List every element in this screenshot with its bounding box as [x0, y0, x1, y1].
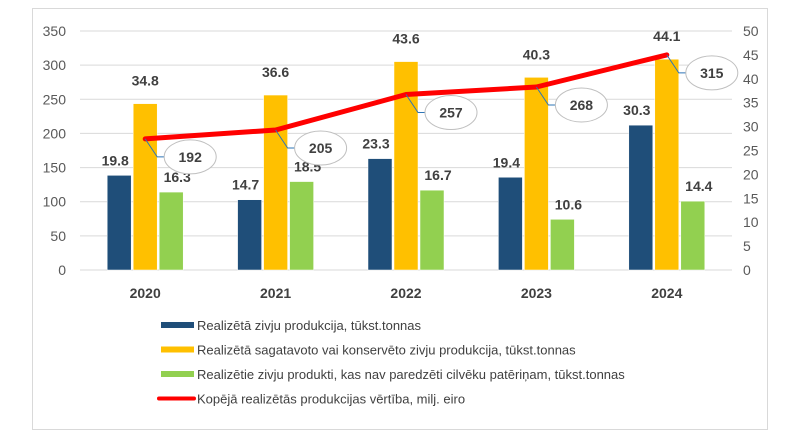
data-callout [163, 139, 217, 175]
bar [289, 181, 314, 271]
data-label: 44.1 [653, 28, 680, 44]
legend-swatch [161, 371, 194, 377]
data-label: 19.4 [493, 154, 520, 170]
bar [628, 124, 654, 271]
leader-line [405, 94, 425, 114]
right-axis-tick: 25 [743, 143, 759, 159]
right-axis-tick: 40 [743, 71, 759, 87]
right-axis-tick: 50 [743, 23, 759, 39]
bar [419, 189, 445, 271]
data-callout [294, 130, 348, 166]
line-data-label: 205 [309, 140, 333, 156]
bar [132, 103, 158, 271]
right-axis-tick: 45 [743, 47, 759, 63]
leader-line [535, 86, 556, 106]
data-label: 34.8 [132, 73, 159, 89]
data-callout [554, 87, 608, 123]
category-label: 2022 [390, 285, 421, 301]
legend-swatch [161, 346, 194, 353]
bar [367, 158, 393, 271]
category-label: 2020 [130, 285, 161, 301]
category-label: 2021 [260, 285, 291, 301]
data-callout [685, 55, 739, 91]
bar [680, 200, 706, 271]
bar [550, 219, 575, 271]
bar [524, 77, 549, 271]
leader-line [144, 138, 165, 158]
data-label: 43.6 [392, 31, 419, 47]
right-axis-tick: 10 [743, 214, 759, 230]
legend-entry: Realizētā zivju produkcija, tūkst.tonnas [197, 318, 422, 333]
left-axis-tick: 100 [43, 194, 67, 210]
right-axis-tick: 20 [743, 166, 759, 182]
leader-line [666, 54, 686, 74]
legend-swatch [161, 322, 194, 328]
left-axis-tick: 50 [50, 228, 66, 244]
right-axis-tick: 30 [743, 119, 759, 135]
data-label: 10.6 [555, 196, 582, 212]
left-axis-tick: 150 [43, 160, 67, 176]
left-axis-tick: 250 [43, 91, 67, 107]
line-data-label: 257 [439, 105, 463, 121]
right-axis-tick: 15 [743, 190, 759, 206]
legend-entry: Realizētā sagatavoto vai konservēto zivj… [197, 343, 576, 358]
bar [237, 199, 262, 271]
data-label: 14.7 [232, 177, 259, 193]
data-label: 36.6 [262, 64, 289, 80]
data-label: 30.3 [623, 102, 650, 118]
chart-frame [32, 8, 768, 430]
left-axis-tick: 200 [43, 125, 67, 141]
bar [158, 191, 184, 271]
bar [106, 175, 132, 271]
data-label: 14.4 [685, 178, 712, 194]
line-data-label: 192 [179, 149, 203, 165]
line-data-label: 315 [700, 65, 724, 81]
legend-entry: Realizētie zivju produkti, kas nav pared… [197, 367, 625, 382]
category-label: 2023 [521, 285, 552, 301]
category-label: 2024 [651, 285, 682, 301]
bar [498, 177, 523, 271]
left-axis-tick: 350 [43, 23, 67, 39]
line-data-label: 268 [570, 97, 594, 113]
data-label: 23.3 [362, 136, 389, 152]
data-label: 16.7 [424, 167, 451, 183]
right-axis-tick: 5 [743, 238, 751, 254]
left-axis-tick: 300 [43, 57, 67, 73]
leader-line [275, 129, 295, 149]
bar [654, 58, 680, 271]
data-label: 19.8 [102, 152, 129, 168]
legend-entry: Kopējā realizētās produkcijas vērtība, m… [197, 392, 465, 407]
right-axis-tick: 0 [743, 262, 751, 278]
data-callout [424, 95, 478, 131]
left-axis-tick: 0 [58, 262, 66, 278]
right-axis-tick: 35 [743, 95, 759, 111]
bar [263, 94, 288, 271]
data-label: 40.3 [523, 46, 550, 62]
